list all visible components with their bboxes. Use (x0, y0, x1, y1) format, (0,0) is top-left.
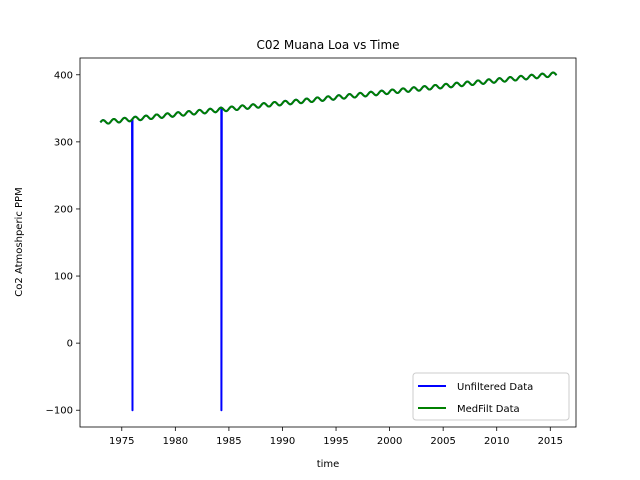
legend-label-unfiltered: Unfiltered Data (457, 382, 533, 393)
y-axis-label: Co2 Atmoshperic PPM (14, 187, 25, 296)
x-tick-label: 2005 (430, 436, 455, 447)
legend-label-medfilt: MedFilt Data (457, 404, 520, 415)
x-tick-label: 2010 (484, 436, 509, 447)
series-layer (99, 71, 558, 412)
y-tick-label: 100 (54, 272, 73, 283)
plot-area (79, 57, 577, 428)
x-axis: 1975 1980 1985 1990 1995 2000 2005 2010 2015 (109, 427, 563, 447)
x-tick-label: 1990 (270, 436, 295, 447)
legend-box (412, 372, 570, 421)
legend: Unfiltered Data MedFilt Data (412, 372, 570, 421)
y-tick-label: 200 (54, 204, 73, 215)
chart-title: C02 Muana Loa vs Time (256, 38, 399, 52)
y-tick-label: 0 (67, 339, 73, 350)
x-axis-label: time (317, 459, 340, 470)
x-tick-label: 2000 (377, 436, 402, 447)
y-tick-label: 300 (54, 137, 73, 148)
x-tick-label: 2015 (538, 436, 563, 447)
x-tick-label: 1995 (323, 436, 348, 447)
plot-frame (79, 57, 577, 428)
x-tick-label: 1975 (109, 436, 134, 447)
y-tick-label: −100 (46, 406, 73, 417)
series-line-medfilt (99, 71, 558, 125)
y-tick-label: 400 (54, 70, 73, 81)
y-axis: −100 0 100 200 300 400 (46, 70, 80, 417)
x-tick-label: 1985 (216, 436, 241, 447)
x-tick-label: 1980 (163, 436, 188, 447)
